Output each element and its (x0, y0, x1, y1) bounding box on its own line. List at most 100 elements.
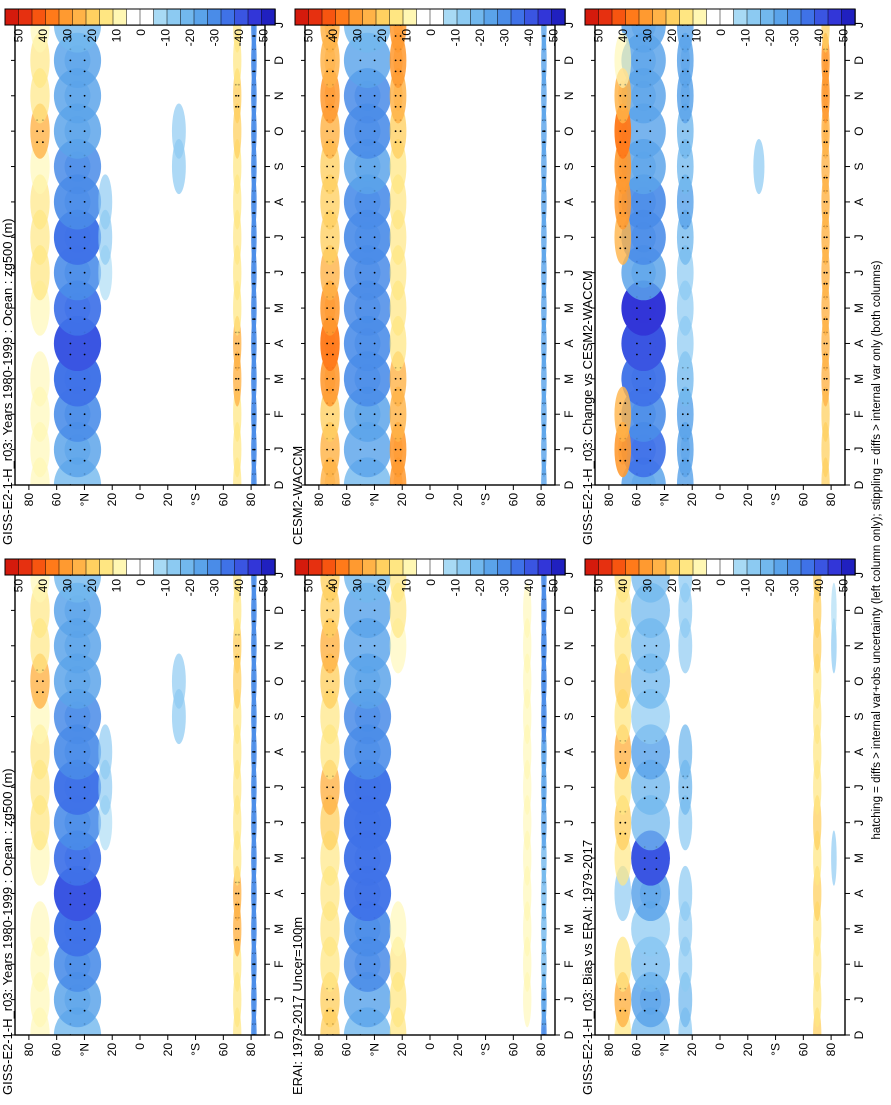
stipple-dot (332, 459, 334, 462)
month-label: D (562, 1030, 576, 1039)
latitude-label: 80 (602, 1043, 616, 1057)
colorbar-swatch (652, 558, 667, 576)
stipple-dot (399, 130, 402, 133)
colorbar-swatch (733, 8, 748, 26)
stipple-dot (542, 726, 545, 729)
colorbar-swatch (166, 8, 182, 26)
stipple-dot (69, 750, 72, 753)
stipple-dot (543, 797, 546, 800)
stipple-dot (542, 105, 545, 108)
month-label: O (562, 676, 576, 685)
month-label: J (562, 22, 576, 28)
stipple-dot (823, 377, 826, 380)
stipple-dot (332, 59, 334, 62)
latitude-label: 20 (685, 1043, 699, 1057)
stipple-dot (69, 927, 72, 930)
stipple-dot (69, 318, 72, 320)
stipple-dot (359, 974, 362, 977)
stipple-dot (643, 691, 646, 694)
stipple-dot (823, 212, 826, 214)
stipple-dot (359, 141, 362, 144)
stipple-dot (686, 786, 689, 789)
stipple-dot (649, 247, 652, 250)
stipple-dot (373, 247, 376, 250)
stipple-dot (394, 94, 397, 97)
stipple-dot (252, 130, 255, 133)
stipple-dot (394, 35, 397, 37)
stipple-dot (394, 70, 397, 73)
stipple-dot (624, 105, 627, 108)
colorbar-swatch (841, 8, 856, 26)
colorbar-label: -50 (837, 29, 851, 47)
latitude-label: 80 (22, 493, 36, 507)
stipple-dot (681, 424, 684, 427)
colorbar-swatch (497, 558, 512, 576)
colorbar-label: 40 (36, 29, 50, 43)
stipple-dot (359, 105, 362, 108)
stipple-dot (636, 318, 638, 320)
stipple-dot (326, 377, 328, 380)
stipple-dot (252, 857, 255, 859)
colorbar-label: 0 (134, 29, 148, 36)
stipple-dot (253, 938, 256, 941)
stipple-dot (649, 236, 652, 239)
stipple-dot (543, 726, 546, 729)
stipple-dot (69, 459, 72, 462)
stipple-dot (686, 176, 689, 179)
stipple-dot (253, 165, 256, 168)
stipple-dot (649, 165, 652, 168)
stipple-dot (681, 448, 684, 451)
stipple-dot (70, 495, 72, 497)
data-cell-core (64, 45, 91, 76)
data-cell-core (324, 328, 336, 359)
colorbar-swatch (429, 558, 445, 576)
stipple-dot (252, 938, 255, 941)
stipple-dot (636, 176, 638, 179)
stipple-dot (636, 448, 638, 451)
data-cell-core (64, 222, 91, 253)
stipple-dot (825, 377, 828, 380)
stipple-dot (373, 141, 376, 144)
stipple-dot (253, 927, 256, 930)
colorbar-swatch (321, 558, 337, 576)
data-cell-core (631, 186, 656, 218)
stipple-dot (543, 938, 546, 941)
stipple-dot (252, 821, 255, 824)
stipple-dot (253, 459, 256, 462)
stipple-dot (69, 938, 72, 941)
data-cell-core (631, 399, 656, 430)
colorbar-label: 40 (616, 579, 630, 593)
stipple-dot (326, 786, 328, 789)
stipple-dot (649, 212, 652, 214)
stipple-dot (359, 655, 362, 658)
stipple-dot (686, 94, 689, 97)
stipple-dot (326, 424, 328, 427)
colorbar-swatch (348, 558, 364, 576)
stipple-dot (681, 247, 684, 250)
stipple-dot (69, 655, 72, 658)
stipple-dot (619, 176, 622, 179)
colorbar-swatch (180, 8, 195, 26)
stipple-dot (359, 892, 362, 895)
stipple-dot (542, 998, 545, 1001)
latitude-label: 80 (312, 493, 326, 507)
stipple-dot (825, 307, 828, 309)
colorbar-swatch (45, 558, 60, 576)
colorbar-swatch (389, 558, 404, 576)
latitude-label: 60 (50, 493, 64, 507)
stipple-dot (655, 786, 658, 789)
latitude-label: 60 (506, 493, 520, 507)
stipple-dot (332, 1045, 334, 1047)
stipple-dot (542, 318, 545, 320)
stipple-dot (823, 59, 826, 62)
stipple-dot (359, 94, 362, 97)
stipple-dot (253, 715, 256, 718)
stipple-dot (252, 1009, 255, 1012)
data-cell-core (324, 25, 336, 41)
stipple-dot (253, 832, 256, 835)
stipple-dot (373, 927, 376, 930)
stipple-dot (332, 282, 334, 285)
stipple-dot (543, 585, 546, 587)
stipple-dot (543, 691, 546, 694)
stipple-dot (373, 342, 376, 345)
